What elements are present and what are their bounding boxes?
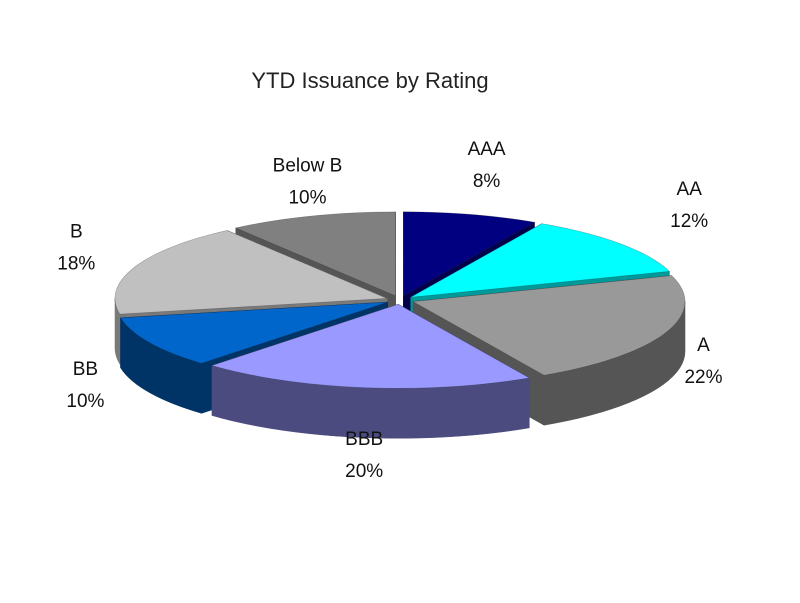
pie-slice-top (412, 275, 686, 376)
slice-label-b: B 18% (57, 221, 95, 274)
slice-value-label: 20% (345, 461, 383, 482)
slice-value-label: 22% (684, 367, 722, 388)
slice-category-label: A (697, 335, 710, 356)
slice-value-label: 10% (66, 391, 104, 412)
slice-value-label: 10% (288, 188, 326, 209)
slice-label-below-b: Below B 10% (273, 156, 343, 209)
slice-label-bbb: BBB 20% (345, 429, 383, 482)
pie-slice-top (234, 211, 396, 297)
slice-label-aaa: AAA 8% (468, 139, 506, 192)
pie-slice-top (211, 303, 531, 389)
pie-slice-top (403, 211, 536, 297)
slice-label-bb: BB 10% (66, 359, 104, 412)
slice-category-label: AAA (468, 139, 506, 160)
slice-labels: AAA 8% AA 12% A 22% BBB 20% BB 10% B 18% Below B 10% (57, 139, 722, 482)
slice-category-label: BBB (345, 429, 383, 450)
slice-label-aa: AA 12% (670, 179, 708, 232)
pie-slice-top (114, 230, 388, 315)
slice-value-label: 8% (473, 171, 501, 192)
slice-label-a: A 22% (684, 335, 722, 388)
pie-slices (114, 211, 686, 439)
slice-value-label: 12% (670, 211, 708, 232)
pie-slice-top (120, 301, 388, 364)
slice-category-label: Below B (273, 156, 343, 177)
slice-value-label: 18% (57, 253, 95, 274)
chart-title: YTD Issuance by Rating (251, 68, 488, 93)
slice-category-label: B (70, 221, 83, 242)
slice-category-label: AA (677, 179, 703, 200)
pie-slice-top (410, 223, 671, 298)
slice-category-label: BB (73, 359, 98, 380)
pie-slice-bbb (211, 303, 531, 439)
